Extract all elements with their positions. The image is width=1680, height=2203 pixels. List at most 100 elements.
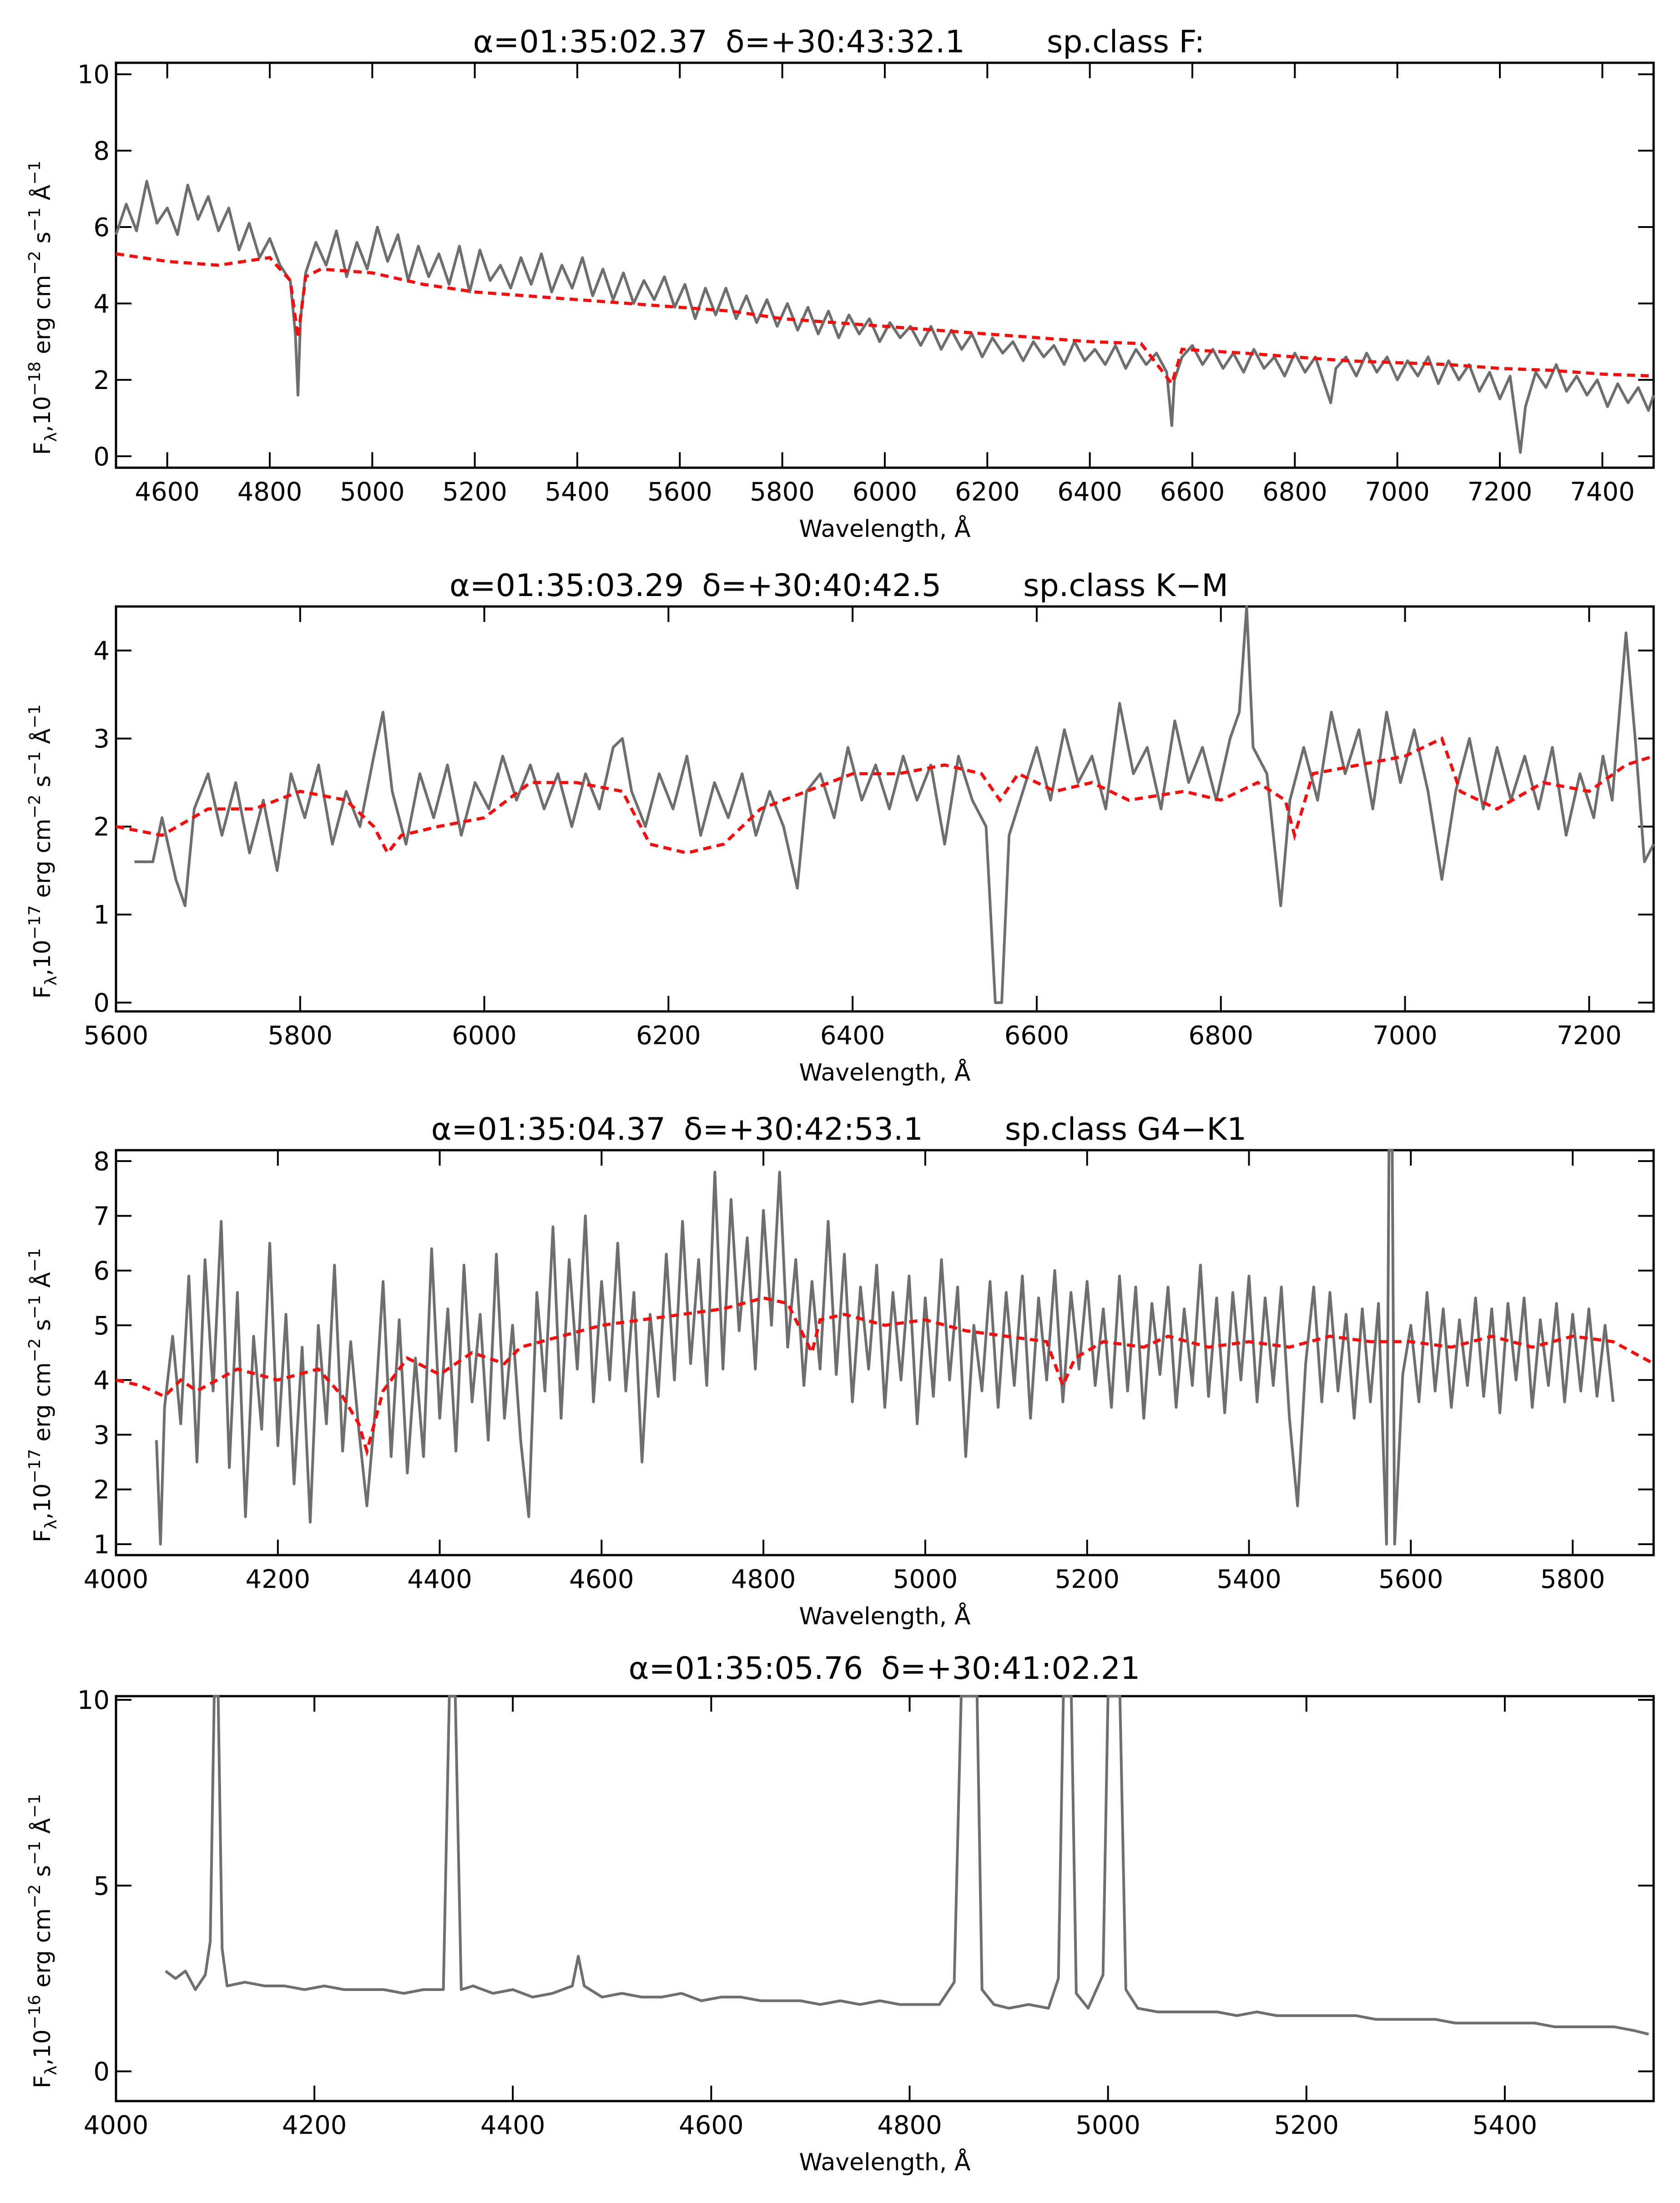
spectrum-panel-4: α=01:35:05.76 δ=+30:41:02.21 4000 4200 4400… <box>25 1651 1655 2176</box>
y-tick-label: 4 <box>93 289 110 319</box>
x-tick-label: 6800 <box>1188 1021 1253 1051</box>
panel-3-y-axis: 1 2 3 4 5 6 7 8 <box>93 1147 1654 1560</box>
panel-1-dec: δ=+30:43:32.1 <box>726 24 965 60</box>
x-tick-label: 5800 <box>750 477 815 507</box>
panel-2-spclass: sp.class K−M <box>1023 568 1228 604</box>
x-tick-label: 4400 <box>480 2111 545 2140</box>
x-tick-label: 5200 <box>1054 1565 1120 1594</box>
x-tick-label: 7200 <box>1557 1021 1622 1051</box>
panel-4-ra: α=01:35:05.76 <box>629 1651 863 1687</box>
y-tick-label: 6 <box>93 213 110 243</box>
x-tick-label: 6000 <box>452 1021 517 1051</box>
panel-2-ra: α=01:35:03.29 <box>449 568 684 604</box>
x-tick-label: 4200 <box>246 1565 311 1594</box>
y-tick-label: 5 <box>93 1311 110 1341</box>
panel-1-y-axis: 0 2 4 6 8 10 <box>77 60 1654 472</box>
y-tick-label: 0 <box>93 2057 110 2087</box>
spectrum-panel-3: α=01:35:04.37 δ=+30:42:53.1 sp.class G4−K1… <box>25 1112 1655 1630</box>
panel-1-x-label: Wavelength, Å <box>799 515 971 543</box>
panel-3-ra: α=01:35:04.37 <box>431 1112 666 1147</box>
panel-3-dec: δ=+30:42:53.1 <box>684 1112 923 1147</box>
x-tick-label: 7000 <box>1365 477 1430 507</box>
y-tick-label: 6 <box>93 1257 110 1286</box>
x-tick-label: 4000 <box>84 1565 149 1594</box>
panel-3-spclass: sp.class G4−K1 <box>1005 1112 1246 1147</box>
x-tick-label: 5000 <box>893 1565 958 1594</box>
x-tick-label: 4800 <box>731 1565 796 1594</box>
y-tick-label: 1 <box>93 900 110 930</box>
panel-1-frame <box>115 61 1655 469</box>
panel-3-plot-area <box>116 1149 1655 1546</box>
panel-2-plot-area <box>116 605 1655 1004</box>
observed-spectrum-line <box>165 1695 1649 2036</box>
panel-3-title: α=01:35:04.37 δ=+30:42:53.1 sp.class G4−K1 <box>431 1112 1247 1147</box>
panel-1-plot-area <box>115 180 1655 454</box>
panel-2-x-label: Wavelength, Å <box>799 1058 971 1086</box>
panel-4-y-axis: 0 5 10 <box>77 1686 1654 2087</box>
panel-3-x-label: Wavelength, Å <box>799 1602 971 1630</box>
y-tick-label: 3 <box>93 724 110 754</box>
panel-1-spclass: sp.class F: <box>1047 24 1205 60</box>
x-tick-label: 5400 <box>1473 2111 1538 2140</box>
y-tick-label: 2 <box>93 366 110 395</box>
panel-1-ra: α=01:35:02.37 <box>473 24 707 60</box>
panel-2-frame <box>115 605 1655 1013</box>
panel-4-dec: δ=+30:41:02.21 <box>881 1651 1140 1687</box>
y-tick-label: 4 <box>93 637 110 666</box>
x-tick-label: 4200 <box>282 2111 347 2140</box>
panel-2-y-axis: 0 1 2 3 4 <box>93 637 1654 1018</box>
panel-4-plot-area <box>165 1695 1649 2036</box>
y-tick-label: 2 <box>93 1475 110 1505</box>
panel-4-x-label: Wavelength, Å <box>799 2148 971 2176</box>
x-tick-label: 7200 <box>1468 477 1533 507</box>
x-tick-label: 5200 <box>442 477 507 507</box>
panel-2-y-label: Fλ,10−17 erg cm−2 s−1 Å−1 <box>25 704 61 999</box>
x-tick-label: 5800 <box>1540 1565 1605 1594</box>
y-tick-label: 4 <box>93 1366 110 1395</box>
spectrum-panel-1: α=01:35:02.37 δ=+30:43:32.1 sp.class F: 4 6… <box>25 24 1655 543</box>
x-tick-label: 7000 <box>1372 1021 1438 1051</box>
y-tick-label: 1 <box>93 1530 110 1560</box>
y-tick-label: 0 <box>93 442 110 472</box>
panel-3-frame <box>115 1149 1655 1556</box>
x-tick-label: 4600 <box>679 2111 744 2140</box>
panel-3-y-label: Fλ,10−17 erg cm−2 s−1 Å−1 <box>25 1248 61 1542</box>
panel-4-x-axis: 4000 4200 4400 4600 4800 5000 5200 5400 <box>84 1696 1537 2140</box>
x-tick-label: 5800 <box>268 1021 333 1051</box>
y-tick-label: 8 <box>93 136 110 166</box>
y-tick-label: 5 <box>93 1871 110 1901</box>
x-tick-label: 6400 <box>820 1021 885 1051</box>
panel-1-x-axis: 4600 4800 5000 5200 5400 5600 5800 6000 6200 6400… <box>135 63 1635 507</box>
y-tick-label: 7 <box>93 1202 110 1231</box>
y-tick-label: 2 <box>93 813 110 842</box>
panel-1-title: α=01:35:02.37 δ=+30:43:32.1 sp.class F: <box>473 24 1205 60</box>
observed-spectrum-line <box>134 605 1655 1004</box>
x-tick-label: 6600 <box>1160 477 1225 507</box>
x-tick-label: 5200 <box>1274 2111 1339 2140</box>
panel-2-title: α=01:35:03.29 δ=+30:40:42.5 sp.class K−M <box>449 568 1228 604</box>
y-tick-label: 0 <box>93 989 110 1018</box>
y-tick-label: 3 <box>93 1420 110 1450</box>
x-tick-label: 7400 <box>1570 477 1635 507</box>
x-tick-label: 5400 <box>545 477 610 507</box>
model-spectrum-line <box>116 252 1654 387</box>
x-tick-label: 5400 <box>1216 1565 1281 1594</box>
x-tick-label: 6200 <box>955 477 1020 507</box>
x-tick-label: 4800 <box>877 2111 942 2140</box>
y-tick-label: 8 <box>93 1147 110 1177</box>
x-tick-label: 5600 <box>647 477 712 507</box>
panel-4-title: α=01:35:05.76 δ=+30:41:02.21 <box>629 1651 1140 1687</box>
x-tick-label: 5600 <box>1378 1565 1443 1594</box>
panel-3-x-axis: 4000 4200 4400 4600 4800 5000 5200 5400 5600 5800 <box>84 1150 1605 1594</box>
x-tick-label: 4600 <box>569 1565 634 1594</box>
x-tick-label: 4800 <box>237 477 303 507</box>
spectrum-panel-2: α=01:35:03.29 δ=+30:40:42.5 sp.class K−M 5… <box>25 568 1655 1086</box>
observed-spectrum-line <box>155 1149 1615 1546</box>
x-tick-label: 4400 <box>407 1565 472 1594</box>
y-tick-label: 10 <box>77 1686 110 1715</box>
x-tick-label: 5000 <box>1075 2111 1140 2140</box>
x-tick-label: 6600 <box>1004 1021 1070 1051</box>
x-tick-label: 5600 <box>84 1021 149 1051</box>
panel-4-y-label: Fλ,10−16 erg cm−2 s−1 Å−1 <box>25 1794 61 2088</box>
